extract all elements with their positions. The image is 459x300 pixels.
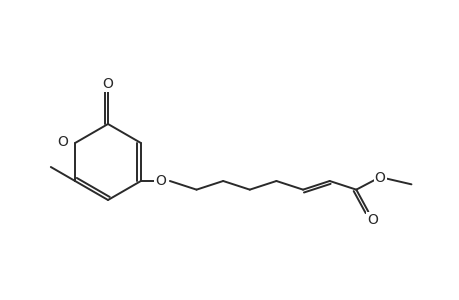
Text: O: O <box>374 171 385 185</box>
Text: O: O <box>155 174 166 188</box>
Text: O: O <box>102 77 113 91</box>
Text: O: O <box>366 213 377 227</box>
Text: O: O <box>57 135 68 149</box>
